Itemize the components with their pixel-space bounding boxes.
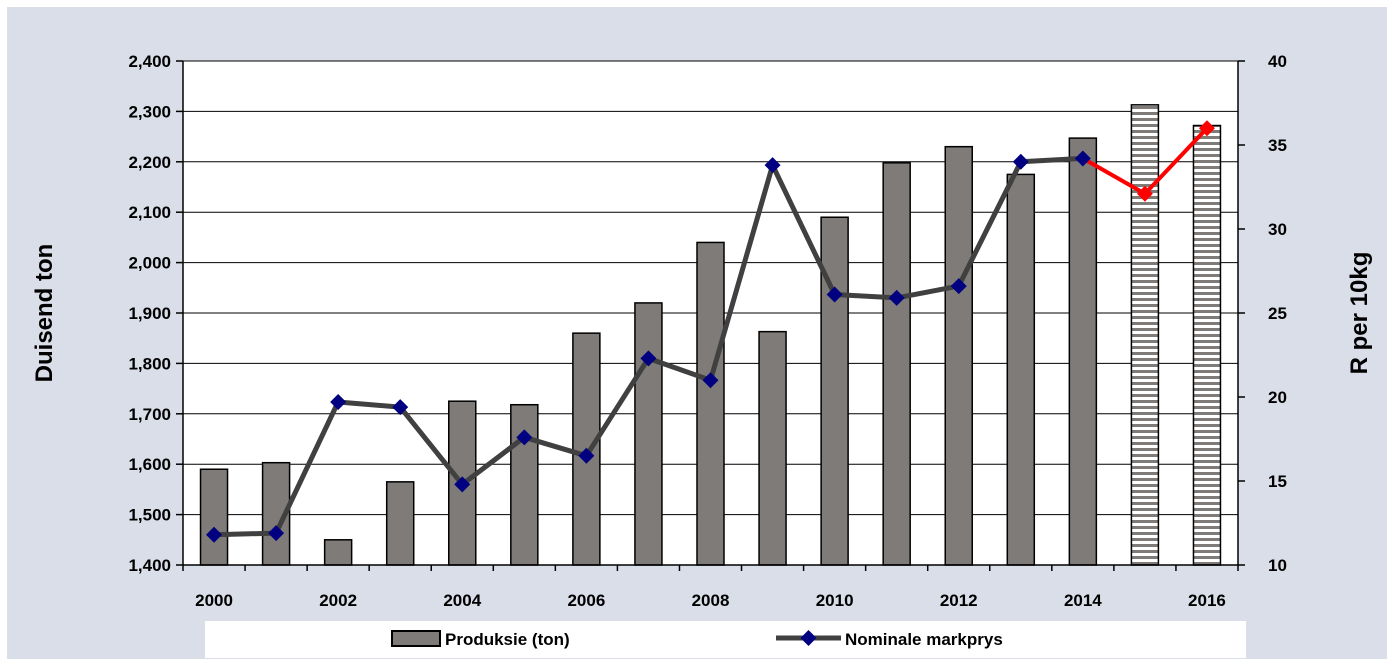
price-marker xyxy=(888,289,905,306)
price-marker xyxy=(330,394,347,411)
price-marker xyxy=(454,476,471,493)
bar xyxy=(1006,173,1036,566)
bar xyxy=(323,539,353,566)
x-tick-label: 2000 xyxy=(195,591,233,610)
price-marker xyxy=(640,350,657,367)
price-marker xyxy=(268,525,285,542)
x-tick-label: 2014 xyxy=(1064,591,1102,610)
legend-label-markprys: Nominale markprys xyxy=(845,630,1003,649)
bar xyxy=(448,400,477,566)
y-left-tick-label: 1,800 xyxy=(128,354,171,373)
price-marker xyxy=(1074,150,1091,167)
y-left-tick-label: 1,500 xyxy=(128,506,171,525)
price-marker xyxy=(764,157,781,174)
x-tick-label: 2004 xyxy=(443,591,481,610)
bar xyxy=(1068,137,1098,566)
price-marker xyxy=(516,429,533,446)
price-marker xyxy=(950,278,967,295)
x-tick-label: 2002 xyxy=(319,591,357,610)
legend-label-produksie: Produksie (ton) xyxy=(445,630,570,649)
y-right-tick-label: 20 xyxy=(1268,388,1287,407)
bar xyxy=(510,403,539,566)
legend-line-marker xyxy=(800,630,817,646)
bar xyxy=(758,330,787,566)
bar xyxy=(199,468,229,566)
y-right-axis-title: R per 10kg xyxy=(1346,252,1373,375)
bar xyxy=(882,162,911,566)
x-tick-label: 2010 xyxy=(816,591,854,610)
price-marker xyxy=(206,526,223,543)
chart-root: 1,400 1,500 1,600 1,700 1,800 1,900 2,000 2,100… xyxy=(7,7,1387,659)
bar-forecast xyxy=(1130,104,1160,566)
y-left-tick-label: 1,900 xyxy=(128,304,171,323)
y-right-tick-label: 40 xyxy=(1268,52,1287,71)
bar xyxy=(385,481,415,566)
bar-series xyxy=(199,104,1222,566)
y-left-tick-label: 2,200 xyxy=(128,153,171,172)
y-left-tick-label: 2,300 xyxy=(128,102,171,121)
bar-forecast xyxy=(1192,124,1222,566)
y-left-tick-label: 1,400 xyxy=(128,556,171,575)
y-right-tick-label: 30 xyxy=(1268,220,1287,239)
y-left-tick-label: 1,600 xyxy=(128,455,171,474)
chart-svg: 1,400 1,500 1,600 1,700 1,800 1,900 2,000 2,100… xyxy=(31,52,1373,658)
x-tick-label: 2016 xyxy=(1188,591,1226,610)
y-left-tick-label: 2,400 xyxy=(128,52,171,71)
price-marker xyxy=(702,372,719,389)
y-left-axis-title: Duisend ton xyxy=(31,244,58,383)
y-left-tick-label: 1,700 xyxy=(128,405,171,424)
bar xyxy=(634,302,663,566)
legend-box xyxy=(205,621,1246,658)
line-series xyxy=(206,120,1215,543)
bar xyxy=(696,241,725,566)
price-marker xyxy=(392,399,409,416)
y-left-tick-label: 2,100 xyxy=(128,203,171,222)
y-right-tick-label: 25 xyxy=(1268,304,1287,323)
y-right-tick-label: 10 xyxy=(1268,556,1287,575)
bar xyxy=(944,145,973,566)
price-marker-forecast xyxy=(1198,120,1215,137)
price-marker xyxy=(1012,153,1029,170)
axes: 1,400 1,500 1,600 1,700 1,800 1,900 2,000 2,100… xyxy=(128,52,1286,610)
price-marker-forecast xyxy=(1136,185,1153,202)
x-tick-label: 2012 xyxy=(940,591,978,610)
y-right-tick-label: 15 xyxy=(1268,472,1287,491)
legend: Produksie (ton) Nominale markprys xyxy=(205,621,1246,658)
x-tick-label: 2006 xyxy=(567,591,605,610)
x-tick-label: 2008 xyxy=(692,591,730,610)
y-right-tick-label: 35 xyxy=(1268,136,1287,155)
legend-bar-swatch xyxy=(391,630,441,647)
price-marker xyxy=(826,286,843,303)
price-marker xyxy=(578,447,595,464)
y-left-tick-label: 2,000 xyxy=(128,254,171,273)
